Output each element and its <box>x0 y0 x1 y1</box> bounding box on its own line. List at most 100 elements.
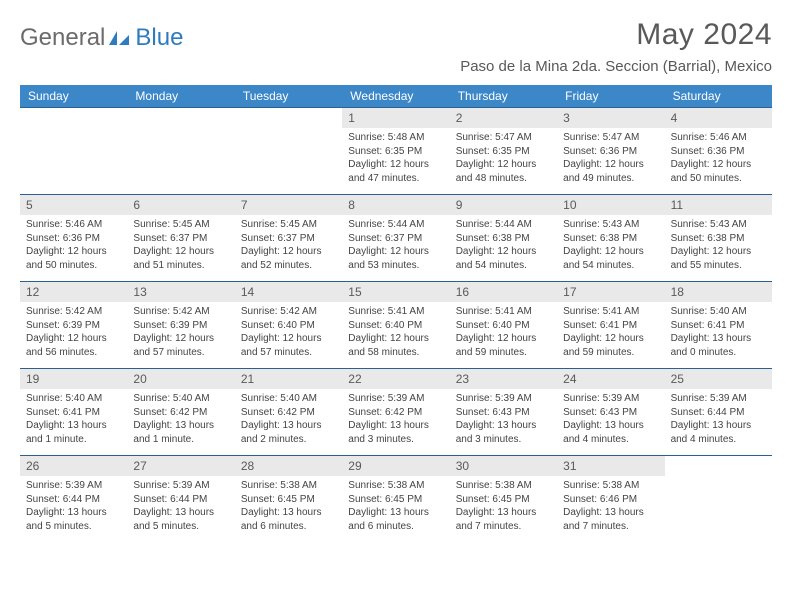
daylight-text: Daylight: 13 hours and 7 minutes. <box>563 506 658 533</box>
weeks-container: 1Sunrise: 5:48 AMSunset: 6:35 PMDaylight… <box>20 107 772 542</box>
sunrise-text: Sunrise: 5:43 AM <box>671 218 766 232</box>
sunrise-text: Sunrise: 5:40 AM <box>133 392 228 406</box>
daylight-text: Daylight: 12 hours and 47 minutes. <box>348 158 443 185</box>
sunrise-text: Sunrise: 5:46 AM <box>671 131 766 145</box>
day-cell: 21Sunrise: 5:40 AMSunset: 6:42 PMDayligh… <box>235 369 342 455</box>
day-cell: 18Sunrise: 5:40 AMSunset: 6:41 PMDayligh… <box>665 282 772 368</box>
day-cell: 4Sunrise: 5:46 AMSunset: 6:36 PMDaylight… <box>665 108 772 194</box>
daylight-text: Daylight: 13 hours and 6 minutes. <box>241 506 336 533</box>
day-number: 27 <box>127 456 234 476</box>
sunset-text: Sunset: 6:38 PM <box>563 232 658 246</box>
day-body: Sunrise: 5:43 AMSunset: 6:38 PMDaylight:… <box>665 215 772 278</box>
daylight-text: Daylight: 12 hours and 56 minutes. <box>26 332 121 359</box>
sunset-text: Sunset: 6:36 PM <box>563 145 658 159</box>
day-number: 26 <box>20 456 127 476</box>
day-body: Sunrise: 5:39 AMSunset: 6:44 PMDaylight:… <box>127 476 234 539</box>
daylight-text: Daylight: 13 hours and 1 minute. <box>26 419 121 446</box>
day-body: Sunrise: 5:40 AMSunset: 6:42 PMDaylight:… <box>235 389 342 452</box>
daylight-text: Daylight: 13 hours and 4 minutes. <box>563 419 658 446</box>
dow-header: Thursday <box>450 85 557 107</box>
sunset-text: Sunset: 6:35 PM <box>456 145 551 159</box>
sunset-text: Sunset: 6:43 PM <box>456 406 551 420</box>
day-body: Sunrise: 5:42 AMSunset: 6:40 PMDaylight:… <box>235 302 342 365</box>
day-number: 5 <box>20 195 127 215</box>
day-body: Sunrise: 5:45 AMSunset: 6:37 PMDaylight:… <box>235 215 342 278</box>
day-cell: 23Sunrise: 5:39 AMSunset: 6:43 PMDayligh… <box>450 369 557 455</box>
day-cell <box>127 108 234 194</box>
day-number: 31 <box>557 456 664 476</box>
day-cell: 25Sunrise: 5:39 AMSunset: 6:44 PMDayligh… <box>665 369 772 455</box>
brand-logo: General Blue <box>20 18 183 52</box>
day-number: 11 <box>665 195 772 215</box>
sunset-text: Sunset: 6:39 PM <box>26 319 121 333</box>
sunset-text: Sunset: 6:42 PM <box>348 406 443 420</box>
day-cell <box>665 456 772 542</box>
day-cell: 29Sunrise: 5:38 AMSunset: 6:45 PMDayligh… <box>342 456 449 542</box>
daylight-text: Daylight: 12 hours and 54 minutes. <box>563 245 658 272</box>
day-number: 14 <box>235 282 342 302</box>
day-body: Sunrise: 5:40 AMSunset: 6:41 PMDaylight:… <box>20 389 127 452</box>
daylight-text: Daylight: 12 hours and 53 minutes. <box>348 245 443 272</box>
sunrise-text: Sunrise: 5:41 AM <box>348 305 443 319</box>
day-body: Sunrise: 5:45 AMSunset: 6:37 PMDaylight:… <box>127 215 234 278</box>
week-row: 5Sunrise: 5:46 AMSunset: 6:36 PMDaylight… <box>20 194 772 281</box>
day-number: 24 <box>557 369 664 389</box>
day-body: Sunrise: 5:39 AMSunset: 6:42 PMDaylight:… <box>342 389 449 452</box>
sunrise-text: Sunrise: 5:40 AM <box>26 392 121 406</box>
day-body: Sunrise: 5:46 AMSunset: 6:36 PMDaylight:… <box>665 128 772 191</box>
sunrise-text: Sunrise: 5:38 AM <box>348 479 443 493</box>
day-body <box>20 114 127 123</box>
day-cell: 5Sunrise: 5:46 AMSunset: 6:36 PMDaylight… <box>20 195 127 281</box>
day-body: Sunrise: 5:39 AMSunset: 6:44 PMDaylight:… <box>20 476 127 539</box>
day-body: Sunrise: 5:39 AMSunset: 6:44 PMDaylight:… <box>665 389 772 452</box>
daylight-text: Daylight: 12 hours and 50 minutes. <box>671 158 766 185</box>
dow-header: Monday <box>127 85 234 107</box>
day-body: Sunrise: 5:38 AMSunset: 6:45 PMDaylight:… <box>235 476 342 539</box>
day-cell: 7Sunrise: 5:45 AMSunset: 6:37 PMDaylight… <box>235 195 342 281</box>
day-number: 1 <box>342 108 449 128</box>
sunrise-text: Sunrise: 5:38 AM <box>563 479 658 493</box>
day-number: 29 <box>342 456 449 476</box>
sunrise-text: Sunrise: 5:44 AM <box>456 218 551 232</box>
sunset-text: Sunset: 6:40 PM <box>348 319 443 333</box>
daylight-text: Daylight: 12 hours and 58 minutes. <box>348 332 443 359</box>
day-body: Sunrise: 5:48 AMSunset: 6:35 PMDaylight:… <box>342 128 449 191</box>
sunrise-text: Sunrise: 5:46 AM <box>26 218 121 232</box>
day-cell: 20Sunrise: 5:40 AMSunset: 6:42 PMDayligh… <box>127 369 234 455</box>
day-cell: 31Sunrise: 5:38 AMSunset: 6:46 PMDayligh… <box>557 456 664 542</box>
day-number: 12 <box>20 282 127 302</box>
sunrise-text: Sunrise: 5:41 AM <box>563 305 658 319</box>
daylight-text: Daylight: 13 hours and 6 minutes. <box>348 506 443 533</box>
sunrise-text: Sunrise: 5:47 AM <box>563 131 658 145</box>
day-number: 15 <box>342 282 449 302</box>
sunrise-text: Sunrise: 5:39 AM <box>348 392 443 406</box>
day-cell: 9Sunrise: 5:44 AMSunset: 6:38 PMDaylight… <box>450 195 557 281</box>
location: Paso de la Mina 2da. Seccion (Barrial), … <box>460 58 772 75</box>
daylight-text: Daylight: 12 hours and 50 minutes. <box>26 245 121 272</box>
day-cell: 27Sunrise: 5:39 AMSunset: 6:44 PMDayligh… <box>127 456 234 542</box>
day-cell <box>20 108 127 194</box>
sunset-text: Sunset: 6:40 PM <box>456 319 551 333</box>
dow-header: Wednesday <box>342 85 449 107</box>
day-cell: 1Sunrise: 5:48 AMSunset: 6:35 PMDaylight… <box>342 108 449 194</box>
day-number: 28 <box>235 456 342 476</box>
day-number: 3 <box>557 108 664 128</box>
day-number: 6 <box>127 195 234 215</box>
day-body <box>235 114 342 123</box>
day-body: Sunrise: 5:41 AMSunset: 6:40 PMDaylight:… <box>450 302 557 365</box>
sunset-text: Sunset: 6:38 PM <box>456 232 551 246</box>
sunrise-text: Sunrise: 5:38 AM <box>241 479 336 493</box>
day-number: 25 <box>665 369 772 389</box>
dow-header: Sunday <box>20 85 127 107</box>
day-number: 17 <box>557 282 664 302</box>
title-block: May 2024 Paso de la Mina 2da. Seccion (B… <box>460 18 772 75</box>
sunrise-text: Sunrise: 5:39 AM <box>133 479 228 493</box>
week-row: 26Sunrise: 5:39 AMSunset: 6:44 PMDayligh… <box>20 455 772 542</box>
day-cell: 8Sunrise: 5:44 AMSunset: 6:37 PMDaylight… <box>342 195 449 281</box>
day-number: 20 <box>127 369 234 389</box>
day-body: Sunrise: 5:47 AMSunset: 6:35 PMDaylight:… <box>450 128 557 191</box>
day-cell: 19Sunrise: 5:40 AMSunset: 6:41 PMDayligh… <box>20 369 127 455</box>
sunset-text: Sunset: 6:37 PM <box>348 232 443 246</box>
day-body: Sunrise: 5:46 AMSunset: 6:36 PMDaylight:… <box>20 215 127 278</box>
sunset-text: Sunset: 6:44 PM <box>26 493 121 507</box>
